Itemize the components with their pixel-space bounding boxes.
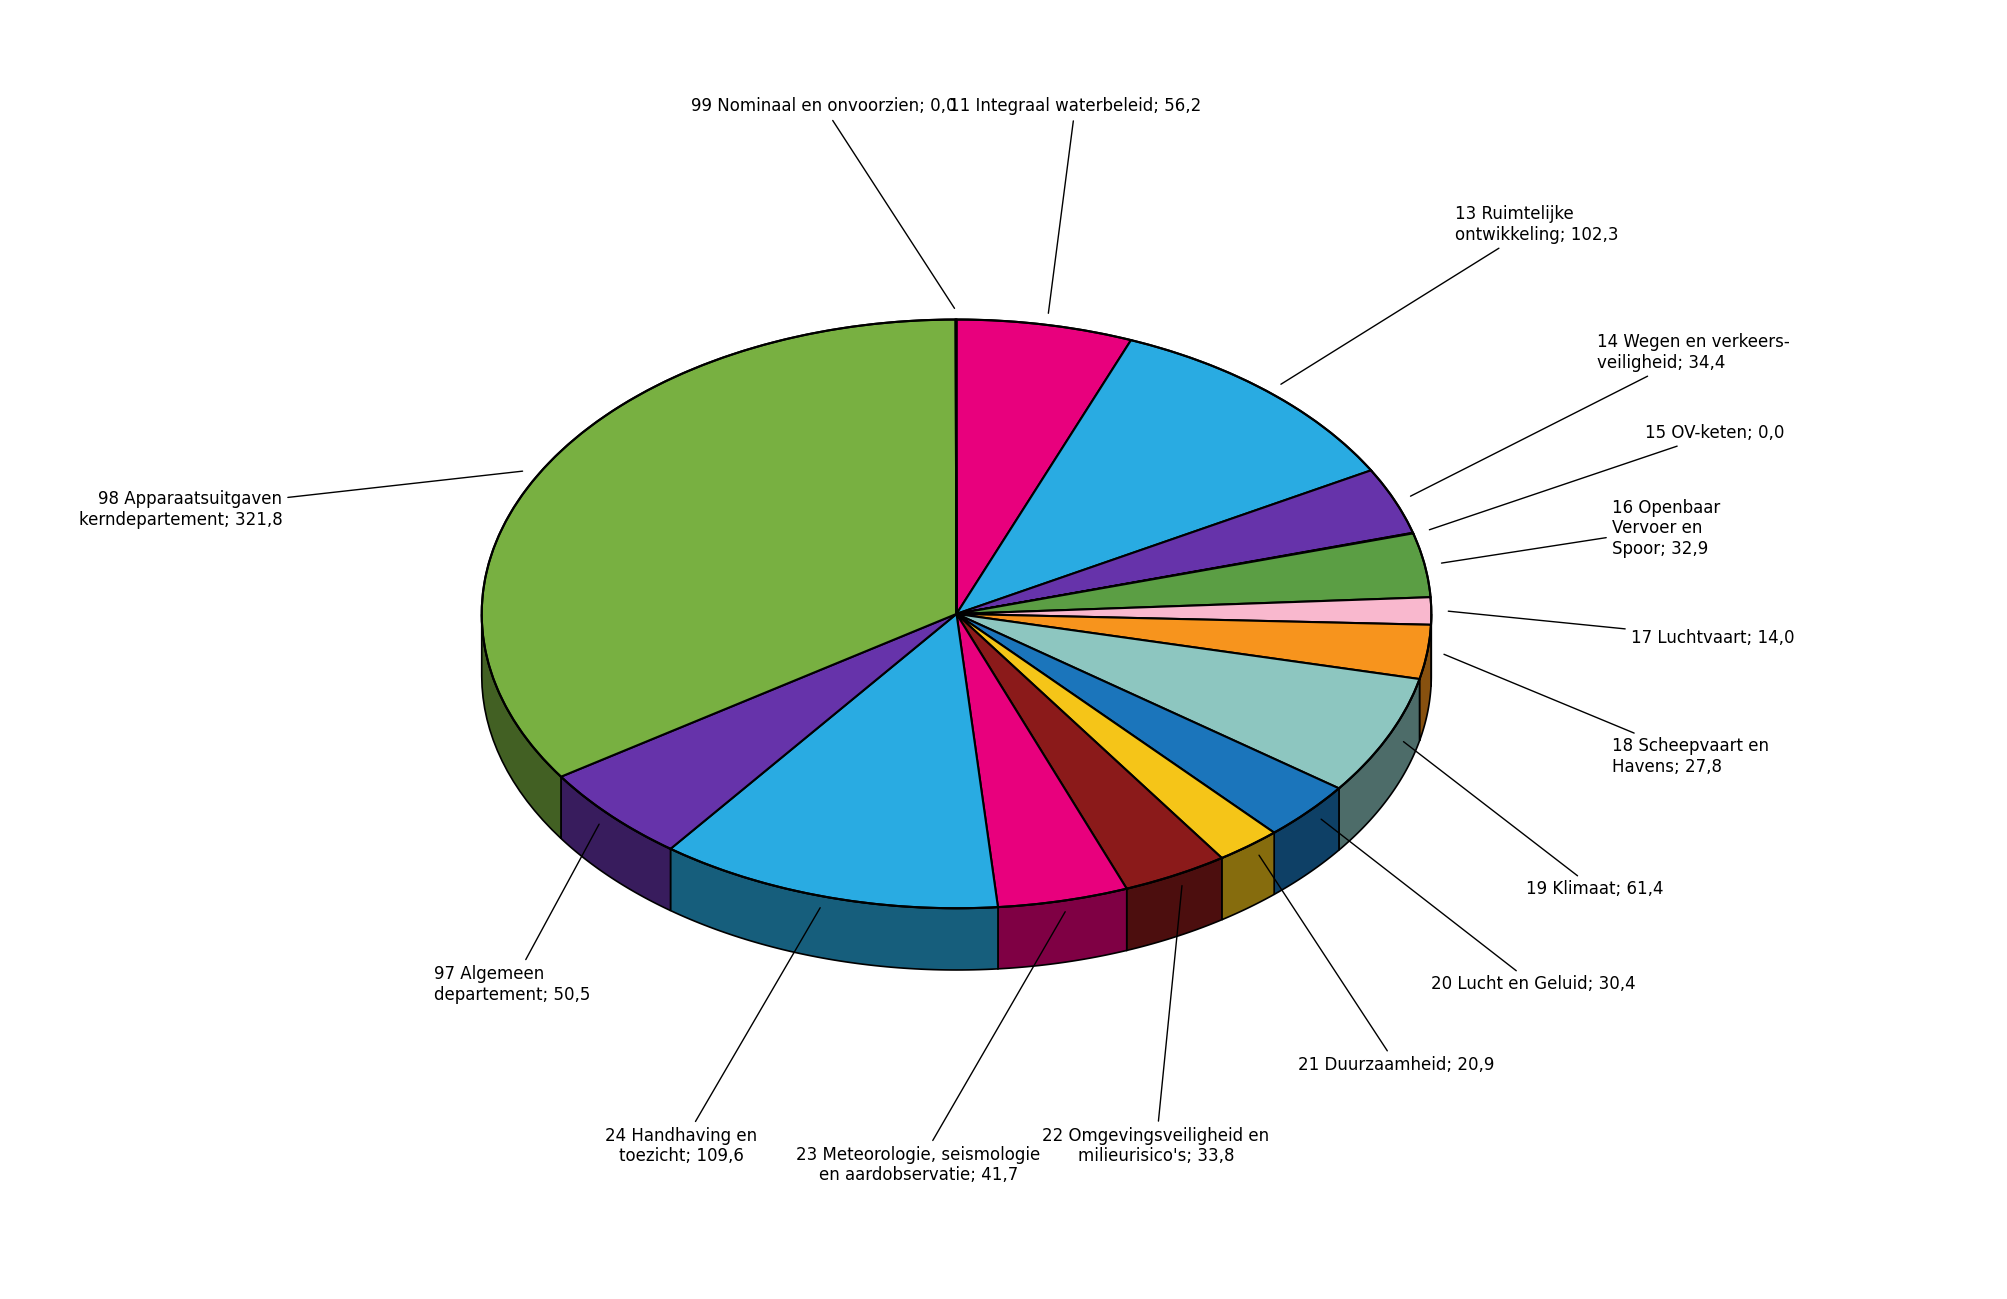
Polygon shape bbox=[955, 614, 1431, 679]
Text: 21 Duurzaamheid; 20,9: 21 Duurzaamheid; 20,9 bbox=[1258, 855, 1493, 1074]
Polygon shape bbox=[955, 534, 1429, 614]
Text: 18 Scheepvaart en
Havens; 27,8: 18 Scheepvaart en Havens; 27,8 bbox=[1443, 655, 1768, 776]
Polygon shape bbox=[560, 614, 955, 848]
Polygon shape bbox=[955, 614, 1274, 859]
Polygon shape bbox=[955, 533, 1413, 614]
Polygon shape bbox=[670, 614, 997, 908]
Text: 14 Wegen en verkeers-
veiligheid; 34,4: 14 Wegen en verkeers- veiligheid; 34,4 bbox=[1409, 334, 1790, 496]
Polygon shape bbox=[955, 614, 1220, 889]
Polygon shape bbox=[997, 889, 1126, 969]
Text: 15 OV-keten; 0,0: 15 OV-keten; 0,0 bbox=[1429, 425, 1784, 530]
Text: 11 Integraal waterbeleid; 56,2: 11 Integraal waterbeleid; 56,2 bbox=[949, 97, 1200, 313]
Text: 22 Omgevingsveiligheid en
milieurisico's; 33,8: 22 Omgevingsveiligheid en milieurisico's… bbox=[1042, 886, 1268, 1165]
Text: 98 Apparaatsuitgaven
kerndepartement; 321,8: 98 Apparaatsuitgaven kerndepartement; 32… bbox=[78, 472, 522, 529]
Polygon shape bbox=[1274, 788, 1339, 895]
Polygon shape bbox=[955, 470, 1413, 614]
Text: 19 Klimaat; 61,4: 19 Klimaat; 61,4 bbox=[1403, 742, 1664, 899]
Text: 97 Algemeen
departement; 50,5: 97 Algemeen departement; 50,5 bbox=[434, 824, 598, 1004]
Text: 99 Nominaal en onvoorzien; 0,0: 99 Nominaal en onvoorzien; 0,0 bbox=[690, 97, 955, 308]
Polygon shape bbox=[482, 614, 560, 838]
Text: 13 Ruimtelijke
ontwikkeling; 102,3: 13 Ruimtelijke ontwikkeling; 102,3 bbox=[1280, 205, 1618, 385]
Polygon shape bbox=[482, 320, 955, 777]
Polygon shape bbox=[955, 614, 1339, 833]
Polygon shape bbox=[670, 848, 997, 970]
Text: 24 Handhaving en
toezicht; 109,6: 24 Handhaving en toezicht; 109,6 bbox=[604, 908, 819, 1165]
Polygon shape bbox=[1220, 833, 1274, 920]
Text: 16 Openbaar
Vervoer en
Spoor; 32,9: 16 Openbaar Vervoer en Spoor; 32,9 bbox=[1441, 499, 1720, 562]
Text: 20 Lucht en Geluid; 30,4: 20 Lucht en Geluid; 30,4 bbox=[1321, 820, 1636, 994]
Polygon shape bbox=[955, 340, 1371, 614]
Polygon shape bbox=[955, 320, 1130, 614]
Polygon shape bbox=[1126, 859, 1220, 951]
Polygon shape bbox=[1339, 679, 1419, 850]
Polygon shape bbox=[955, 614, 1126, 907]
Polygon shape bbox=[1419, 625, 1431, 740]
Text: 17 Luchtvaart; 14,0: 17 Luchtvaart; 14,0 bbox=[1447, 611, 1794, 647]
Polygon shape bbox=[560, 777, 670, 911]
Polygon shape bbox=[955, 598, 1431, 625]
Polygon shape bbox=[955, 614, 1419, 788]
Text: 23 Meteorologie, seismologie
en aardobservatie; 41,7: 23 Meteorologie, seismologie en aardobse… bbox=[797, 912, 1064, 1185]
